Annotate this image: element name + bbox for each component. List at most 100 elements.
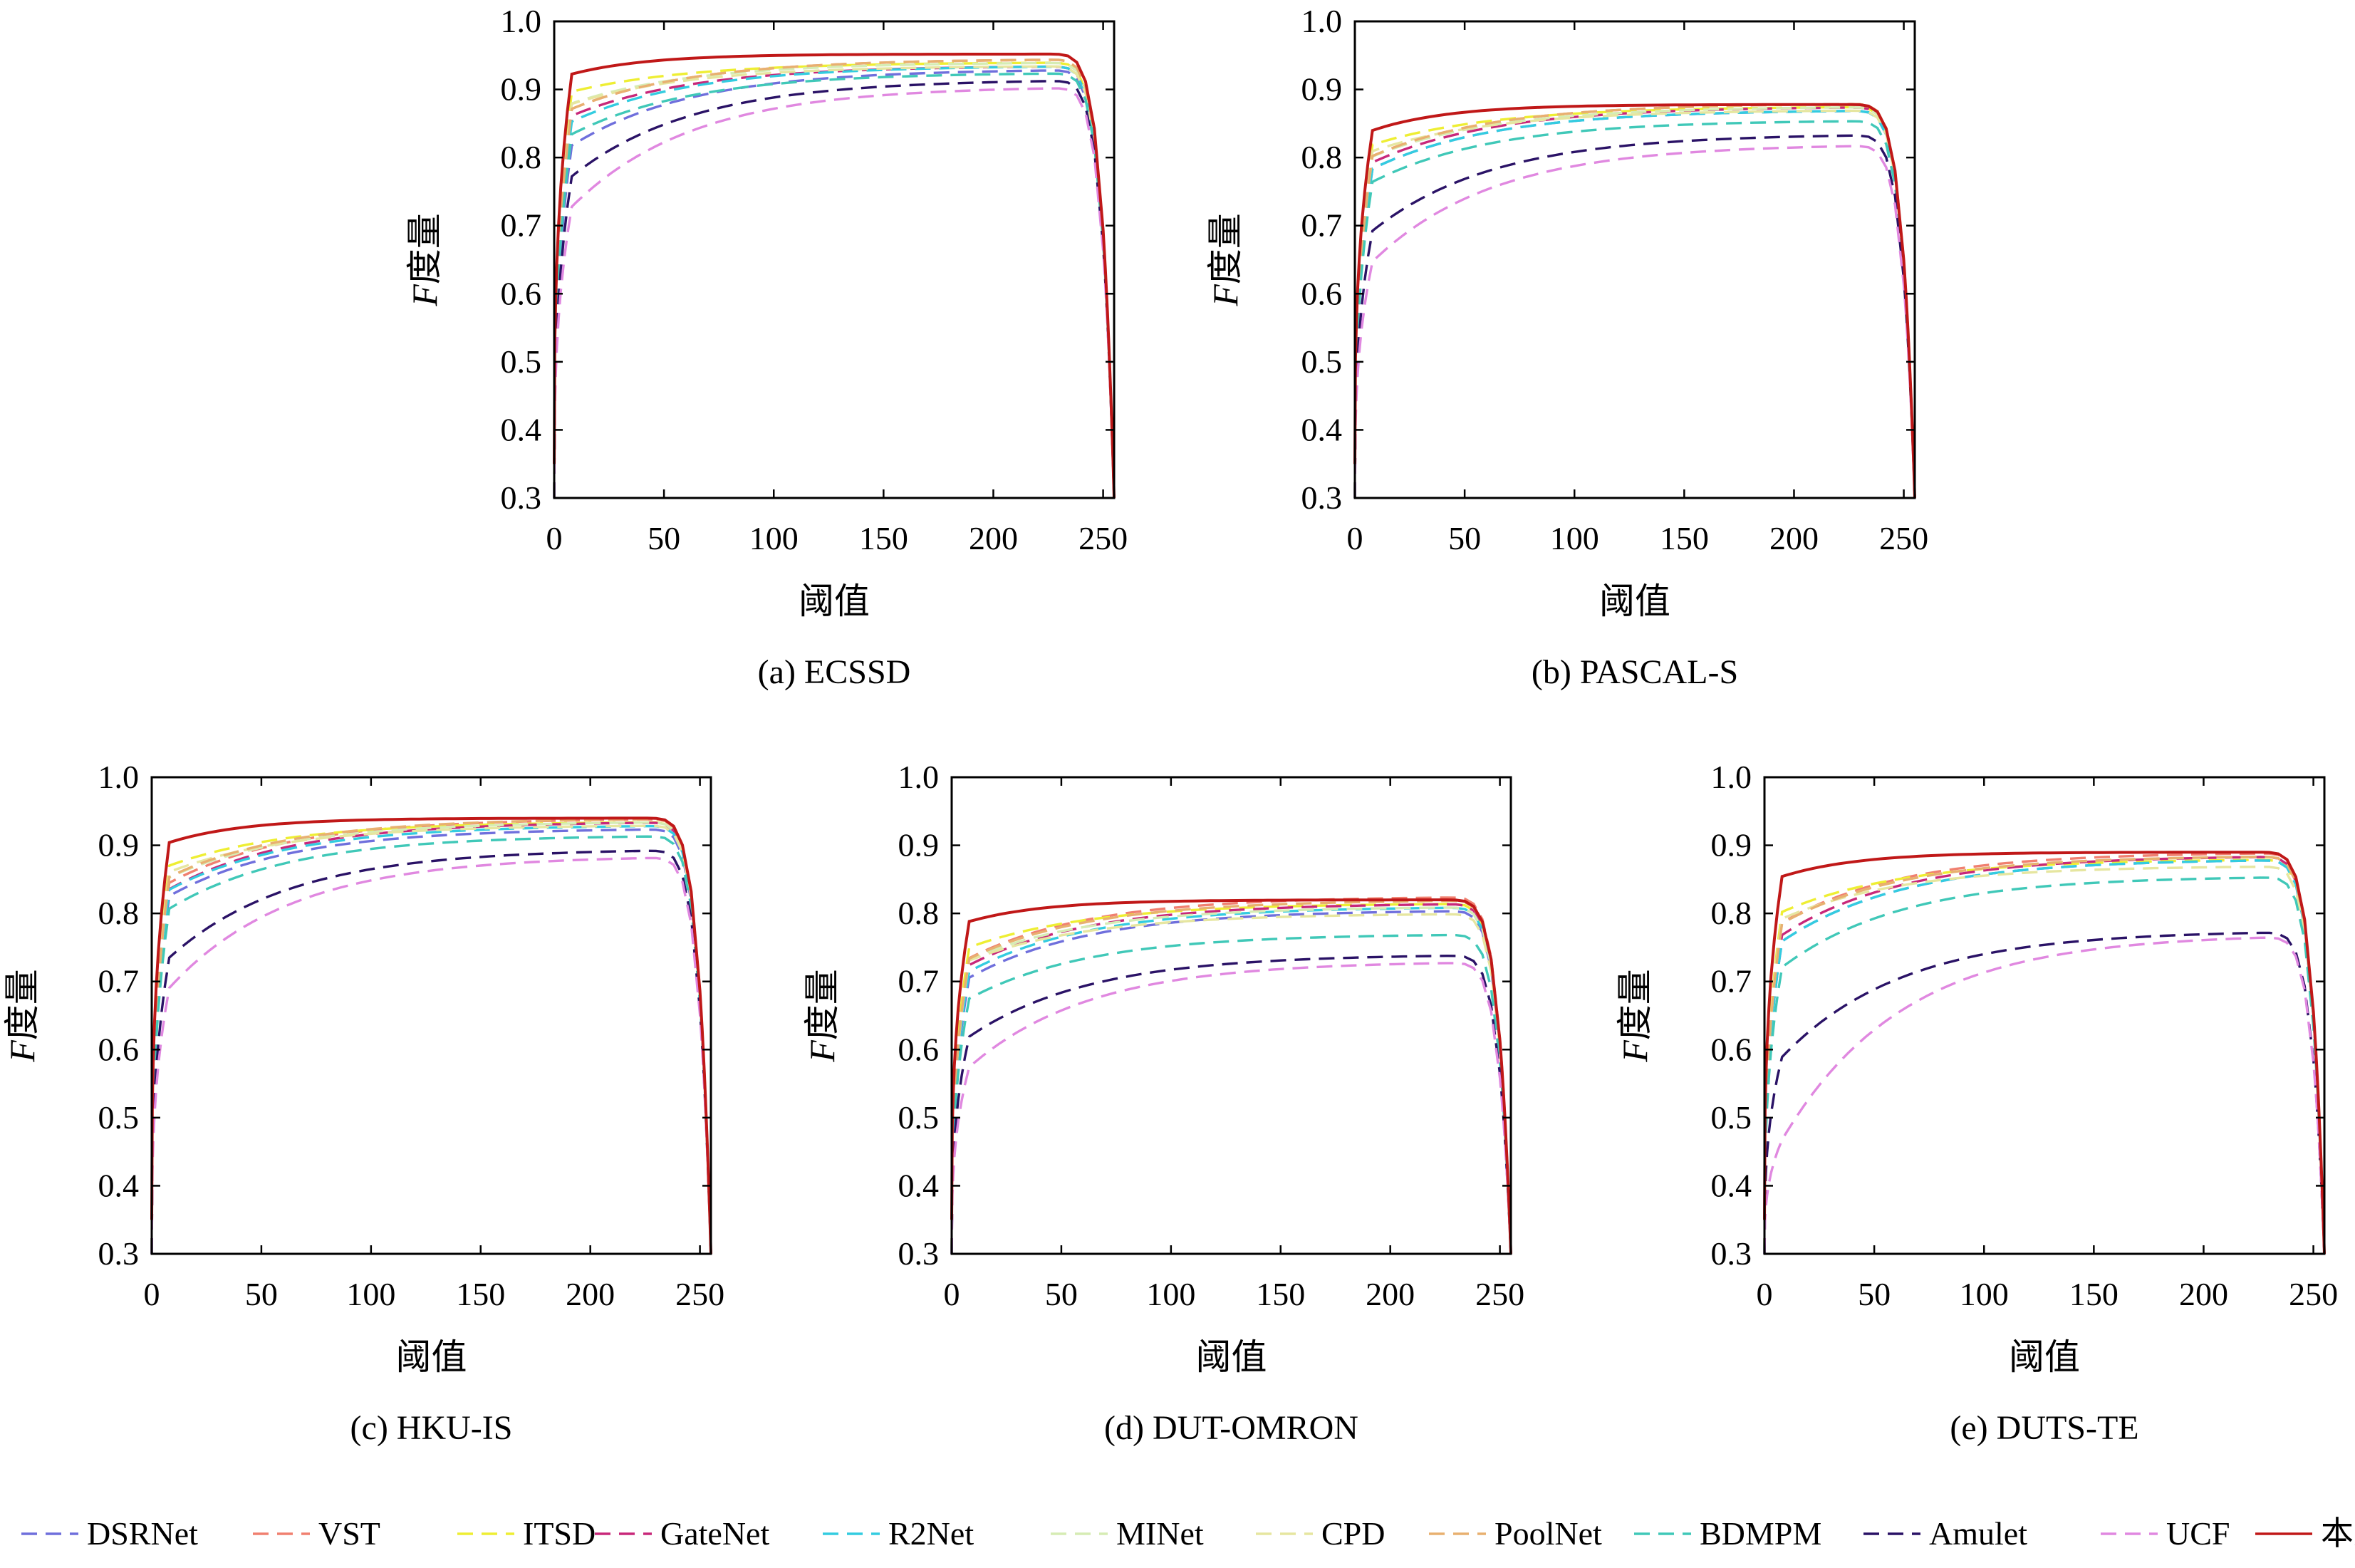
legend-item-ITSD: ITSD [457, 1515, 596, 1552]
y-tick-label: 0.7 [1301, 207, 1343, 244]
chart-panel-3: 0.3 0.4 0.5 0.6 0.7 0.8 0.9 1.0 0 50 100 150 200 250 阈… [2, 759, 724, 1447]
x-tick-label: 250 [1879, 520, 1928, 556]
y-axis-title: F度量 [405, 213, 445, 307]
x-tick-label: 0 [1757, 1276, 1773, 1312]
legend-item-UCF: UCF [2101, 1515, 2230, 1552]
y-tick-label: 1.0 [98, 759, 140, 795]
series-line-ITSD [950, 903, 1512, 1255]
series-line-本文 [1763, 851, 2326, 1255]
series-line-GateNet [1763, 856, 2326, 1255]
legend-label: VST [318, 1515, 380, 1552]
y-tick-label: 0.5 [1301, 343, 1343, 380]
series-line-ITSD [553, 61, 1116, 499]
x-tick-label: 50 [648, 520, 680, 556]
series-line-Amulet [150, 849, 712, 1255]
series-line-UCF [1763, 936, 2326, 1255]
x-tick-label: 200 [969, 520, 1018, 556]
legend: DSRNet VST ITSD GateNet R2Net MINet CPD PoolNet… [21, 1515, 2355, 1552]
y-tick-label: 0.9 [1301, 71, 1343, 108]
x-tick-label: 100 [1960, 1276, 2009, 1312]
series-line-UCF [1353, 145, 1916, 499]
series-line-PoolNet [1763, 855, 2326, 1255]
legend-label: UCF [2166, 1515, 2230, 1552]
series-line-本文 [150, 816, 712, 1255]
series-line-ITSD [1353, 105, 1916, 499]
x-tick-label: 150 [859, 520, 908, 556]
x-tick-label: 150 [2069, 1276, 2119, 1312]
y-tick-label: 0.9 [1711, 827, 1752, 863]
legend-label: 本文 [2321, 1515, 2355, 1552]
y-tick-label: 0.6 [898, 1031, 940, 1067]
series-line-CPD [150, 824, 712, 1255]
series-line-PoolNet [553, 58, 1116, 499]
y-tick-label: 0.3 [98, 1235, 140, 1272]
x-tick-label: 50 [1858, 1276, 1891, 1312]
y-tick-label: 0.5 [501, 343, 542, 380]
legend-label: MINet [1116, 1515, 1204, 1552]
chart-panel-2: 0.3 0.4 0.5 0.6 0.7 0.8 0.9 1.0 0 50 100 150 200 250 阈… [1205, 3, 1928, 691]
x-tick-label: 100 [749, 520, 799, 556]
x-tick-label: 150 [1256, 1276, 1305, 1312]
y-tick-label: 0.9 [501, 71, 542, 108]
x-tick-label: 250 [675, 1276, 724, 1312]
y-tick-label: 0.6 [1711, 1031, 1752, 1067]
series-line-Amulet [553, 80, 1116, 499]
series-line-ITSD [1763, 858, 2326, 1255]
series-line-CPD [1353, 109, 1916, 499]
legend-label: BDMPM [1700, 1515, 1821, 1552]
y-tick-label: 0.9 [898, 827, 940, 863]
series-line-R2Net [950, 906, 1512, 1255]
series-line-CPD [950, 913, 1512, 1255]
series-line-DSRNet [553, 69, 1116, 499]
series-line-GateNet [553, 65, 1116, 499]
y-tick-label: 0.6 [1301, 275, 1343, 311]
y-tick-label: 0.3 [898, 1235, 940, 1272]
series-line-BDMPM [553, 72, 1116, 499]
x-tick-label: 100 [346, 1276, 395, 1312]
series-line-PoolNet [150, 818, 712, 1255]
x-tick-label: 100 [1550, 520, 1599, 556]
series-line-VST [553, 58, 1116, 499]
y-axis-title: F度量 [2, 969, 42, 1063]
y-tick-label: 0.6 [98, 1031, 140, 1067]
series-line-ITSD [150, 821, 712, 1255]
y-tick-label: 0.4 [98, 1167, 140, 1203]
series-line-BDMPM [950, 933, 1512, 1255]
y-tick-label: 0.3 [1301, 479, 1343, 516]
legend-item-DSRNet: DSRNet [21, 1515, 198, 1552]
series-line-UCF [950, 962, 1512, 1255]
x-axis-title: 阈值 [396, 1337, 467, 1377]
y-tick-label: 0.4 [1301, 411, 1343, 447]
series-line-本文 [1353, 103, 1916, 499]
series-line-BDMPM [150, 835, 712, 1255]
plot-frame [150, 776, 712, 1255]
x-tick-label: 0 [546, 520, 563, 556]
y-tick-label: 0.5 [98, 1099, 140, 1136]
x-tick-label: 0 [1347, 520, 1363, 556]
plot-frame [553, 20, 1116, 499]
chart-panels: 0.3 0.4 0.5 0.6 0.7 0.8 0.9 1.0 0 50 100 150 200 250 阈… [2, 3, 2338, 1447]
y-tick-label: 0.7 [1711, 963, 1752, 1000]
x-tick-label: 200 [1769, 520, 1819, 556]
legend-item-R2Net: R2Net [823, 1515, 974, 1552]
y-tick-label: 0.8 [898, 895, 940, 931]
series-line-CPD [1763, 865, 2326, 1255]
series-line-本文 [950, 898, 1512, 1255]
x-tick-label: 250 [1475, 1276, 1524, 1312]
series-line-MINet [150, 821, 712, 1255]
legend-label: GateNet [660, 1515, 769, 1552]
panel-caption: (d) DUT-OMRON [1104, 1409, 1358, 1447]
x-tick-label: 150 [456, 1276, 505, 1312]
x-axis-title: 阈值 [1599, 581, 1670, 621]
series-line-MINet [553, 61, 1116, 499]
y-tick-label: 0.6 [501, 275, 542, 311]
y-tick-label: 0.3 [501, 479, 542, 516]
chart-panel-1: 0.3 0.4 0.5 0.6 0.7 0.8 0.9 1.0 0 50 100 150 200 250 阈… [405, 3, 1128, 691]
plot-frame [1763, 776, 2326, 1255]
legend-item-VST: VST [253, 1515, 380, 1552]
series-line-DSRNet [1353, 110, 1916, 499]
y-tick-label: 0.4 [1711, 1167, 1752, 1203]
y-tick-label: 0.8 [501, 139, 542, 175]
chart-panel-5: 0.3 0.4 0.5 0.6 0.7 0.8 0.9 1.0 0 50 100 150 200 250 阈… [1615, 759, 2338, 1447]
